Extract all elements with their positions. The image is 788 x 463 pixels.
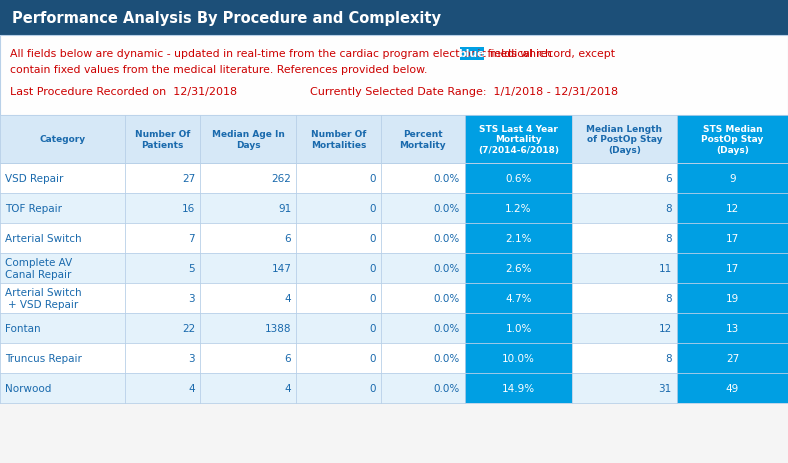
Text: 6: 6 <box>284 233 292 244</box>
FancyBboxPatch shape <box>677 313 788 343</box>
Text: 49: 49 <box>726 383 739 393</box>
FancyBboxPatch shape <box>0 343 788 373</box>
FancyBboxPatch shape <box>0 116 788 163</box>
FancyBboxPatch shape <box>0 36 788 116</box>
Text: 17: 17 <box>726 233 739 244</box>
FancyBboxPatch shape <box>0 0 788 36</box>
Text: 17: 17 <box>726 263 739 274</box>
Text: 0: 0 <box>369 383 376 393</box>
Text: 27: 27 <box>182 174 195 184</box>
Text: 0: 0 <box>369 233 376 244</box>
Text: 1.2%: 1.2% <box>505 204 532 213</box>
FancyBboxPatch shape <box>0 224 788 253</box>
FancyBboxPatch shape <box>677 163 788 194</box>
Text: 0.0%: 0.0% <box>433 294 460 303</box>
Text: TOF Repair: TOF Repair <box>5 204 62 213</box>
Text: 0: 0 <box>369 353 376 363</box>
FancyBboxPatch shape <box>465 163 572 194</box>
FancyBboxPatch shape <box>0 283 788 313</box>
Text: contain fixed values from the medical literature. References provided below.: contain fixed values from the medical li… <box>10 65 427 75</box>
Text: 12: 12 <box>726 204 739 213</box>
FancyBboxPatch shape <box>465 224 572 253</box>
FancyBboxPatch shape <box>465 343 572 373</box>
FancyBboxPatch shape <box>465 194 572 224</box>
Text: 1388: 1388 <box>265 323 292 333</box>
FancyBboxPatch shape <box>0 313 788 343</box>
Text: 1.0%: 1.0% <box>505 323 532 333</box>
FancyBboxPatch shape <box>677 194 788 224</box>
Text: 13: 13 <box>726 323 739 333</box>
Text: 6: 6 <box>284 353 292 363</box>
Text: 0.0%: 0.0% <box>433 323 460 333</box>
FancyBboxPatch shape <box>465 116 572 163</box>
Text: 31: 31 <box>659 383 672 393</box>
Text: 27: 27 <box>726 353 739 363</box>
Text: 4: 4 <box>188 383 195 393</box>
Text: Last Procedure Recorded on  12/31/2018: Last Procedure Recorded on 12/31/2018 <box>10 87 237 97</box>
Text: blue: blue <box>459 49 485 59</box>
Text: Category: Category <box>39 135 85 144</box>
Text: Performance Analysis By Procedure and Complexity: Performance Analysis By Procedure and Co… <box>12 11 441 25</box>
Text: 0.0%: 0.0% <box>433 204 460 213</box>
Text: Norwood: Norwood <box>5 383 51 393</box>
Text: 3: 3 <box>188 294 195 303</box>
Text: Currently Selected Date Range:  1/1/2018 - 12/31/2018: Currently Selected Date Range: 1/1/2018 … <box>310 87 618 97</box>
Text: 12: 12 <box>659 323 672 333</box>
Text: 0: 0 <box>369 174 376 184</box>
Text: 0.0%: 0.0% <box>433 383 460 393</box>
Text: 7: 7 <box>188 233 195 244</box>
Text: 0.0%: 0.0% <box>433 353 460 363</box>
Text: VSD Repair: VSD Repair <box>5 174 63 184</box>
FancyBboxPatch shape <box>0 373 788 403</box>
Text: 2.1%: 2.1% <box>505 233 532 244</box>
Text: 0: 0 <box>369 204 376 213</box>
Text: 9: 9 <box>729 174 736 184</box>
FancyBboxPatch shape <box>677 343 788 373</box>
Text: 0.0%: 0.0% <box>433 174 460 184</box>
Text: Fontan: Fontan <box>5 323 41 333</box>
Text: 4: 4 <box>284 383 292 393</box>
Text: 22: 22 <box>182 323 195 333</box>
Text: 0: 0 <box>369 294 376 303</box>
Text: 8: 8 <box>665 233 672 244</box>
FancyBboxPatch shape <box>0 253 788 283</box>
Text: 11: 11 <box>659 263 672 274</box>
Text: 8: 8 <box>665 353 672 363</box>
Text: 0.6%: 0.6% <box>505 174 532 184</box>
FancyBboxPatch shape <box>465 253 572 283</box>
Text: Complete AV
Canal Repair: Complete AV Canal Repair <box>5 257 72 279</box>
Text: 147: 147 <box>271 263 292 274</box>
Text: Arterial Switch
+ VSD Repair: Arterial Switch + VSD Repair <box>5 288 82 309</box>
Text: 3: 3 <box>188 353 195 363</box>
FancyBboxPatch shape <box>0 194 788 224</box>
Text: 4.7%: 4.7% <box>505 294 532 303</box>
Text: 2.6%: 2.6% <box>505 263 532 274</box>
FancyBboxPatch shape <box>459 47 484 60</box>
Text: 16: 16 <box>182 204 195 213</box>
FancyBboxPatch shape <box>677 224 788 253</box>
Text: 14.9%: 14.9% <box>502 383 535 393</box>
FancyBboxPatch shape <box>677 283 788 313</box>
Text: 19: 19 <box>726 294 739 303</box>
Text: STS Median
PostOp Stay
(Days): STS Median PostOp Stay (Days) <box>701 125 764 155</box>
Text: Median Age In
Days: Median Age In Days <box>212 130 284 150</box>
FancyBboxPatch shape <box>677 253 788 283</box>
Text: Number Of
Patients: Number Of Patients <box>135 130 190 150</box>
Text: 10.0%: 10.0% <box>502 353 535 363</box>
Text: 0: 0 <box>369 323 376 333</box>
Text: 8: 8 <box>665 204 672 213</box>
Text: Percent
Mortality: Percent Mortality <box>400 130 446 150</box>
Text: STS Last 4 Year
Mortality
(7/2014-6/2018): STS Last 4 Year Mortality (7/2014-6/2018… <box>478 125 559 155</box>
Text: fields which: fields which <box>484 49 552 59</box>
FancyBboxPatch shape <box>465 373 572 403</box>
Text: 8: 8 <box>665 294 672 303</box>
Text: Arterial Switch: Arterial Switch <box>5 233 82 244</box>
FancyBboxPatch shape <box>677 373 788 403</box>
Text: Median Length
of PostOp Stay
(Days): Median Length of PostOp Stay (Days) <box>586 125 663 155</box>
Text: All fields below are dynamic - updated in real-time from the cardiac program ele: All fields below are dynamic - updated i… <box>10 49 619 59</box>
Text: 5: 5 <box>188 263 195 274</box>
Text: 4: 4 <box>284 294 292 303</box>
Text: Truncus Repair: Truncus Repair <box>5 353 82 363</box>
Text: 0.0%: 0.0% <box>433 233 460 244</box>
